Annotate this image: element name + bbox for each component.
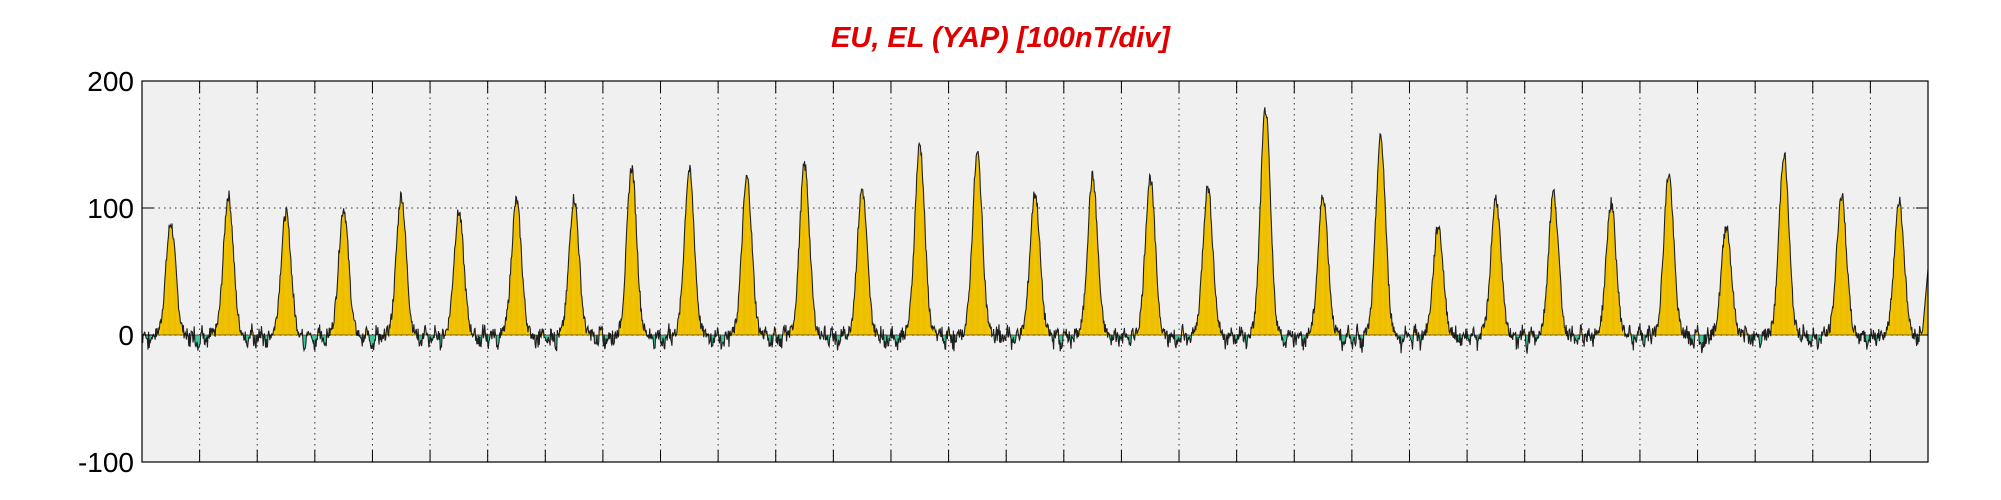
y-tick-label: -100: [78, 447, 134, 478]
chart-title: EU, EL (YAP) [100nT/div]: [831, 22, 1170, 54]
series-trace: [141, 107, 1929, 354]
y-tick-label: 200: [87, 66, 134, 97]
y-tick-label: 100: [87, 193, 134, 224]
plot-frame: [141, 80, 1929, 463]
y-tick-label: 0: [118, 320, 134, 351]
